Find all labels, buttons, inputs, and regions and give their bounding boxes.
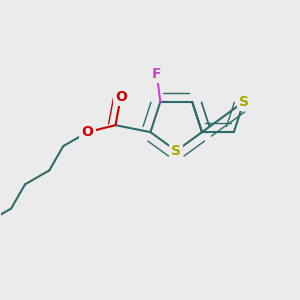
Text: O: O bbox=[82, 125, 93, 139]
Text: S: S bbox=[239, 95, 249, 109]
Text: F: F bbox=[152, 67, 161, 81]
Text: O: O bbox=[115, 90, 127, 104]
Text: S: S bbox=[171, 144, 181, 158]
